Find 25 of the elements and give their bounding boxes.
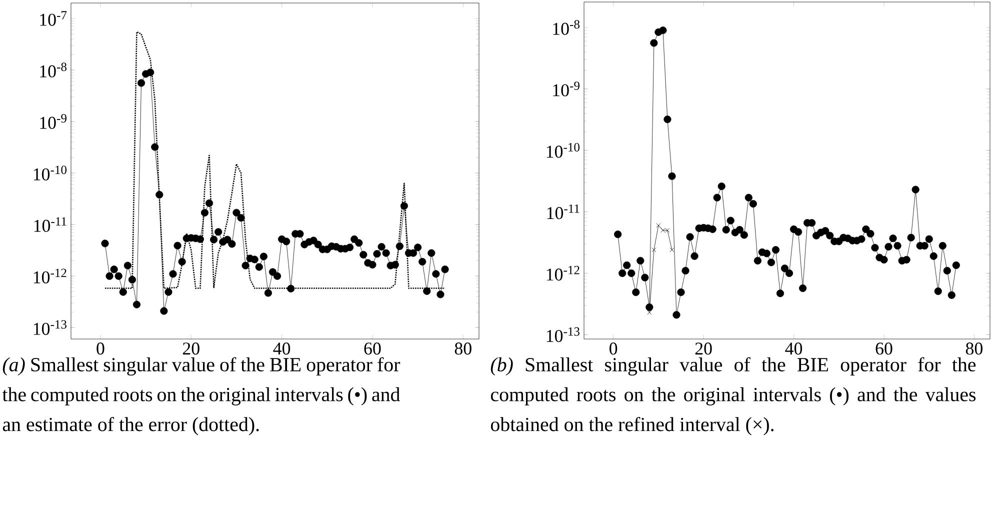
y-tick-label: 10$^{-9}$ [40, 114, 66, 129]
text: (b) Smallest singular value of the BIE operator for the computed roots on the original intervals (•) and the values obtained on the refined interval (×). [490, 357, 976, 436]
y-tick-label: 10$^{-8}$ [553, 20, 580, 35]
y-tick-label: 10$^{-12}$ [546, 266, 580, 281]
y-tick-label: 10$^{-11}$ [547, 204, 580, 220]
x-tick-label: 80 [454, 342, 472, 355]
y-tick-label: 10$^{-12}$ [34, 268, 66, 284]
x-tick-label: 20 [695, 342, 712, 355]
x-tick-label: 40 [785, 342, 802, 355]
x-tick-label: 40 [273, 342, 290, 355]
x-tick-label: 0 [96, 342, 104, 355]
y-tick-label: 10$^{-9}$ [553, 82, 580, 96]
x-tick-label: 60 [876, 342, 892, 355]
text: (a) Smallest singular value of the BIE operator for the computed roots on the original intervals (•) and an estimate of the error (dotted). [2, 357, 400, 436]
x-tick-label: 80 [966, 342, 982, 355]
y-tick-label: 10$^{-13}$ [546, 327, 580, 342]
y-tick-label: 10$^{-10}$ [546, 142, 580, 158]
x-tick-label: 20 [182, 342, 200, 355]
y-tick-label: 10$^{-7}$ [40, 11, 67, 26]
y-tick-label: 10$^{-8}$ [40, 62, 66, 78]
x-tick-label: 0 [610, 342, 618, 355]
y-tick-label: 10$^{-11}$ [34, 217, 66, 232]
x-tick-label: 60 [364, 342, 381, 355]
y-tick-label: 10$^{-10}$ [34, 166, 66, 180]
y-tick-label: 10$^{-13}$ [34, 320, 66, 335]
